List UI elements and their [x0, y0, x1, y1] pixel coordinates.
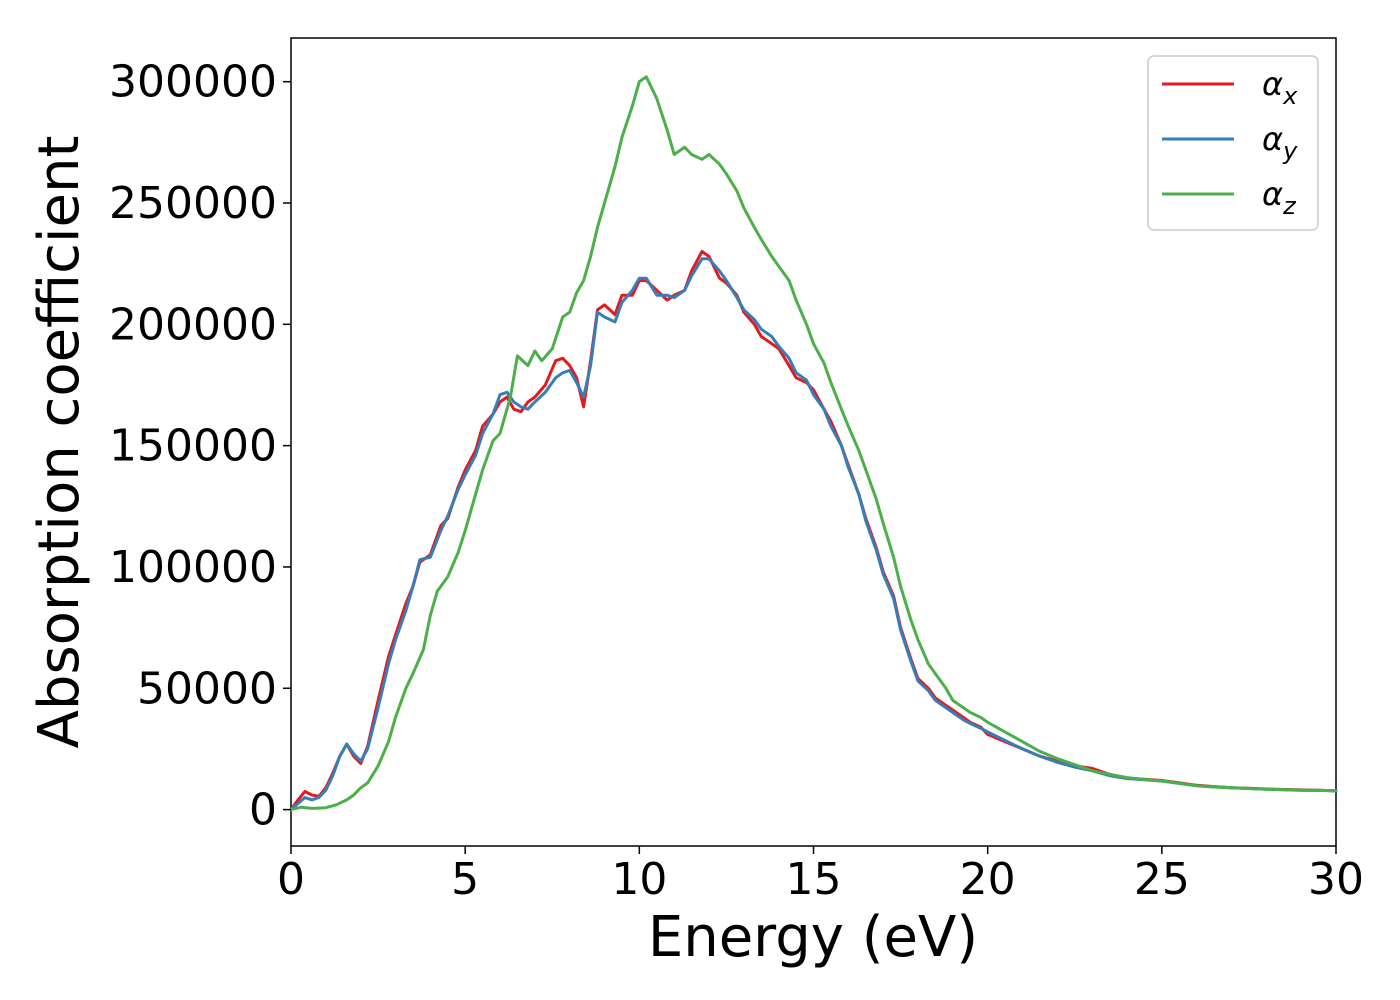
series-line-z — [289, 75, 1338, 812]
x-tick-label: 0 — [277, 854, 305, 905]
y-axis-ticks: 0 50000 100000 150000 200000 250000 300000 — [109, 57, 291, 836]
x-tick-label: 10 — [611, 854, 667, 905]
x-tick-label: 5 — [451, 854, 479, 905]
y-tick-label: 0 — [249, 785, 277, 836]
legend-box — [1147, 55, 1319, 231]
y-tick-label: 100000 — [109, 542, 277, 593]
y-tick-label: 250000 — [109, 178, 277, 229]
x-tick-label: 15 — [786, 854, 842, 905]
series-line-y — [289, 257, 1338, 812]
x-axis-label: Energy (eV) — [648, 905, 978, 970]
y-axis-label: Absorption coefficient — [27, 136, 92, 749]
y-tick-label: 300000 — [109, 57, 277, 108]
x-axis-ticks: 0 5 10 15 20 25 30 — [277, 846, 1364, 905]
y-tick-label: 150000 — [109, 421, 277, 472]
y-tick-label: 50000 — [137, 663, 277, 714]
x-tick-label: 20 — [960, 854, 1016, 905]
x-tick-label: 25 — [1134, 854, 1190, 905]
y-tick-label: 200000 — [109, 299, 277, 350]
series-layer — [289, 75, 1338, 812]
x-tick-label: 30 — [1308, 854, 1364, 905]
